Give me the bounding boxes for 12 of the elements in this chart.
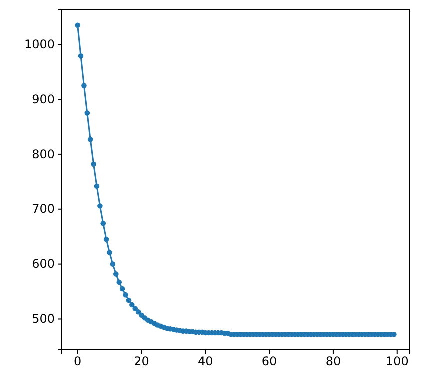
x-tick-label: 60	[262, 354, 278, 369]
y-tick-label: 1000	[24, 37, 55, 52]
x-tick-label: 40	[198, 354, 214, 369]
y-tick-label: 900	[32, 92, 55, 106]
y-tick-label: 800	[32, 147, 55, 162]
y-tick-label: 500	[32, 312, 55, 326]
y-tick-label: 600	[32, 257, 55, 272]
x-tick-label: 100	[386, 354, 409, 369]
x-tick-label: 0	[74, 354, 82, 369]
x-tick-label: 20	[134, 354, 150, 369]
x-tick-label: 80	[326, 354, 342, 369]
y-tick-label: 700	[32, 202, 55, 216]
